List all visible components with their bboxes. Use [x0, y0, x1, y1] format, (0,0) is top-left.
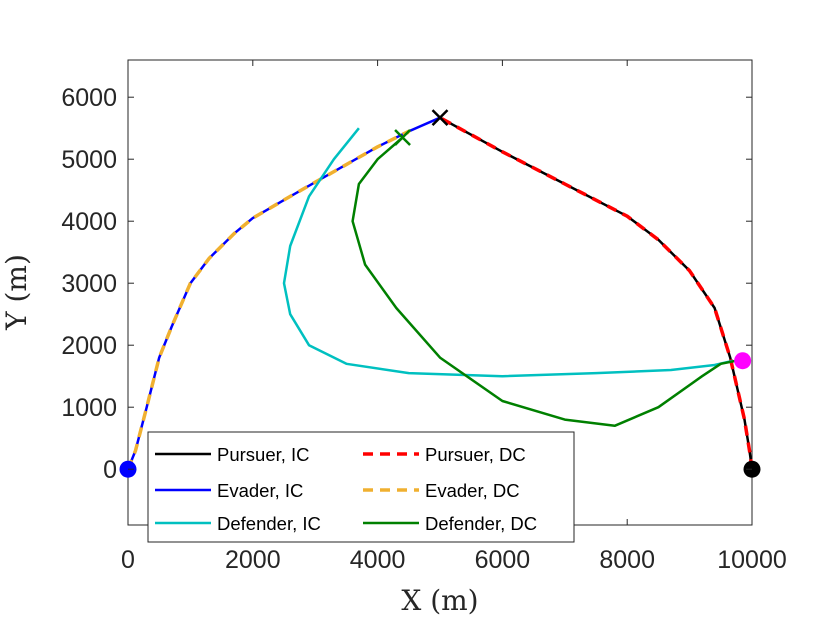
series-defender-dc [351, 136, 737, 428]
x-tick-label: 6000 [475, 546, 531, 574]
marker-capture-ic [431, 109, 449, 127]
series-defender-ic [282, 127, 734, 378]
series-pursuer-dc [439, 116, 754, 470]
legend-label-defender-dc: Defender, DC [425, 513, 537, 534]
y-axis-ticks: 0 1000 2000 3000 4000 5000 6000 [61, 84, 752, 484]
x-axis-ticks: 0 2000 4000 6000 8000 10000 [121, 60, 787, 574]
legend-label-defender-ic: Defender, IC [217, 513, 321, 534]
y-tick-label: 0 [103, 456, 117, 484]
y-tick-label: 1000 [61, 394, 117, 422]
legend-label-evader-dc: Evader, DC [425, 480, 520, 501]
x-tick-label: 2000 [225, 546, 281, 574]
series-evader-dc [126, 129, 411, 470]
marker-defender-start [734, 352, 752, 370]
x-tick-label: 0 [121, 546, 135, 574]
y-tick-label: 2000 [61, 332, 117, 360]
y-tick-label: 3000 [61, 270, 117, 298]
y-tick-label: 4000 [61, 208, 117, 236]
legend-label-pursuer-ic: Pursuer, IC [217, 444, 310, 465]
series-layer [126, 116, 754, 470]
x-tick-label: 8000 [599, 546, 655, 574]
x-axis-label: X (m) [401, 584, 478, 617]
legend-label-evader-ic: Evader, IC [217, 480, 303, 501]
legend-label-pursuer-dc: Pursuer, DC [425, 444, 526, 465]
x-tick-label: 10000 [717, 546, 787, 574]
legend-box [147, 431, 575, 543]
y-tick-label: 5000 [61, 146, 117, 174]
legend: Pursuer, IC Pursuer, DC Evader, IC Evader, … [147, 431, 575, 543]
y-tick-label: 6000 [61, 84, 117, 112]
x-tick-label: 4000 [350, 546, 406, 574]
marker-capture-dc [394, 129, 411, 146]
y-axis-label: Y (m) [0, 254, 33, 331]
